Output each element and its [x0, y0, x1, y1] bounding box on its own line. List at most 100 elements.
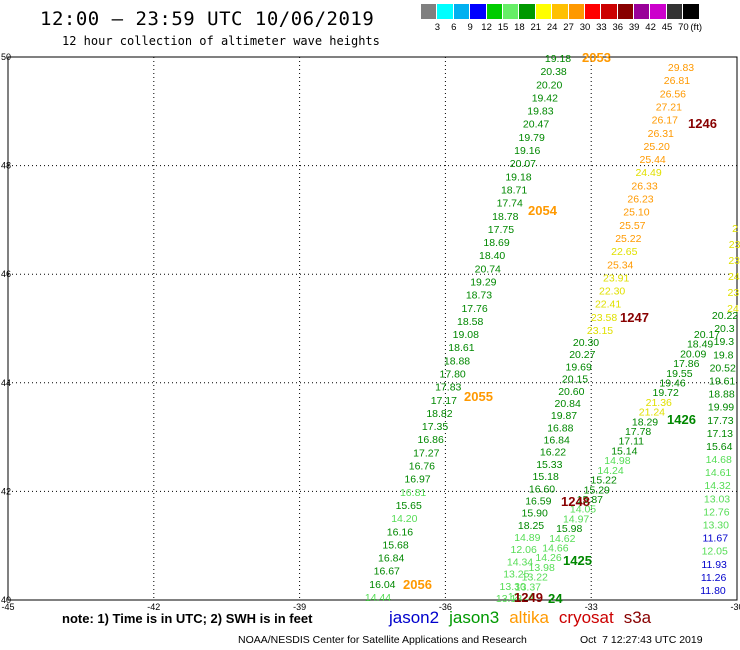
- wave-height-value: 20.07: [510, 158, 536, 170]
- wave-height-value: 2: [732, 223, 738, 235]
- wave-height-value: 14.61: [705, 467, 731, 479]
- wave-height-value: 15.65: [396, 500, 422, 512]
- wave-height-value: 20.47: [523, 119, 549, 131]
- legend-tick-label: 15: [497, 22, 509, 33]
- pass-number-label: 1248: [561, 494, 590, 509]
- wave-height-value: 18.61: [448, 342, 474, 354]
- legend-tick-label: 9: [467, 22, 473, 33]
- wave-height-value: 15.33: [536, 459, 562, 471]
- pass-number-label: 1247: [620, 310, 649, 325]
- track-t2053: 19.1820.3820.2019.4219.8320.4719.7919.16…: [365, 53, 571, 604]
- legend-tick-label: 24: [546, 22, 558, 33]
- wave-height-value: 20.84: [555, 398, 581, 410]
- satellite-altika: altika: [509, 608, 549, 627]
- wave-height-value: 20.20: [536, 79, 562, 91]
- wave-height-value: 17.17: [431, 395, 457, 407]
- wave-height-value: 17.78: [625, 426, 651, 438]
- wave-height-value: 18.73: [466, 290, 492, 302]
- wave-height-value: 17.86: [673, 358, 699, 370]
- latitude-tick-label: 46: [1, 269, 11, 279]
- wave-height-value: 19.99: [708, 402, 734, 414]
- wave-height-value: 25.44: [640, 154, 666, 166]
- wave-height-value: 19.83: [527, 106, 553, 118]
- wave-height-value: 19.55: [666, 368, 692, 380]
- wave-height-value: 17.73: [707, 415, 733, 427]
- wave-height-value: 14.26: [535, 552, 561, 564]
- wave-height-value: 18.88: [444, 355, 470, 367]
- wave-height-value: 19.46: [659, 378, 685, 390]
- map-frame: [7, 56, 738, 601]
- legend-tick-label: 42: [645, 22, 656, 33]
- wave-height-value: 11.67: [703, 533, 729, 545]
- wave-height-value: 15.68: [382, 539, 408, 551]
- wave-height-value: 15.14: [611, 445, 637, 457]
- generated-timestamp: Oct 7 12:27:43 UTC 2019: [580, 634, 703, 646]
- wave-height-value: 27.21: [656, 101, 682, 113]
- map-title: 12:00 – 23:59 UTC 10/06/2019: [40, 8, 375, 30]
- legend-swatch: [519, 4, 536, 19]
- legend-tick-label: 30: [579, 22, 591, 33]
- pass-number-label: 1249: [514, 590, 543, 605]
- wave-height-value: 16.81: [400, 487, 426, 499]
- legend-swatch: [421, 4, 438, 19]
- wave-height-value: 14.97: [563, 513, 589, 525]
- wave-height-value: 16.60: [529, 483, 555, 495]
- wave-height-value: 12.24: [508, 591, 534, 603]
- legend-tick-label: 18: [514, 22, 525, 33]
- latitude-tick-label: 44: [1, 378, 11, 388]
- longitude-tick-label: -42: [147, 602, 160, 612]
- longitude-tick-label: -30: [730, 602, 740, 612]
- wave-height-value: 22.30: [599, 286, 625, 298]
- legend-swatch: [617, 4, 635, 19]
- wave-height-value: 19.16: [514, 145, 540, 157]
- wave-height-value: 16.04: [369, 579, 395, 591]
- wave-height-value: 13.25: [503, 569, 529, 581]
- wave-height-value: 18.40: [479, 250, 505, 262]
- longitude-tick-label: -45: [1, 602, 14, 612]
- wave-height-value: 25.10: [623, 207, 649, 219]
- legend-swatch: [552, 4, 569, 19]
- legend-tick-label: 6: [451, 22, 457, 33]
- wave-height-value: 15.18: [533, 471, 559, 483]
- wave-height-value: 17.83: [435, 382, 461, 394]
- wave-height-value: 23: [729, 239, 740, 251]
- wave-height-value: 15.90: [522, 508, 548, 520]
- wave-height-value: 19.18: [545, 53, 571, 65]
- wave-height-value: 14.98: [604, 455, 630, 467]
- legend-tick-label: 21: [530, 22, 542, 33]
- wave-height-value: 11.26: [701, 572, 727, 584]
- legend-tick-label: 12: [481, 22, 492, 33]
- legend-unit: (ft): [690, 22, 702, 33]
- pass-number-label: 2056: [403, 577, 432, 592]
- wave-height-value: 14.89: [514, 532, 540, 544]
- wave-height-value: 23: [728, 255, 740, 267]
- wave-height-value: 16.97: [404, 474, 430, 486]
- wave-height-value: 12.76: [703, 506, 729, 518]
- longitude-tick-label: -36: [439, 602, 452, 612]
- wave-height-value: 21.36: [646, 397, 672, 409]
- wave-height-value: 18.49: [687, 339, 713, 351]
- wave-height-value: 20.60: [558, 386, 584, 398]
- wave-height-value: 18.25: [518, 520, 544, 532]
- wave-height-value: 13.22: [522, 572, 548, 584]
- wave-height-value: 25.57: [619, 220, 645, 232]
- wave-height-value: 19.79: [519, 132, 545, 144]
- pass-number-label: 2055: [464, 389, 493, 404]
- wave-height-value: 16.84: [378, 553, 404, 565]
- wave-height-value: 18.58: [457, 316, 483, 328]
- legend-swatch: [601, 4, 618, 19]
- map-grid: [7, 56, 738, 601]
- pass-number-label: 1246: [688, 116, 717, 131]
- wave-height-value: 20.27: [569, 349, 595, 361]
- wave-height-value: 19.72: [653, 387, 679, 399]
- wave-height-value: 17.76: [461, 303, 487, 315]
- wave-height-value: 18.71: [501, 184, 527, 196]
- pass-number-label: 24: [548, 591, 563, 606]
- wave-height-value: 13.98: [529, 562, 555, 574]
- footnote: note: 1) Time is in UTC; 2) SWH is in fe…: [62, 611, 313, 626]
- wave-height-value: 26.33: [631, 180, 657, 192]
- wave-height-value: 17.11: [618, 436, 644, 448]
- wave-height-value: 17.75: [488, 224, 514, 236]
- wave-height-value: 16.86: [418, 434, 444, 446]
